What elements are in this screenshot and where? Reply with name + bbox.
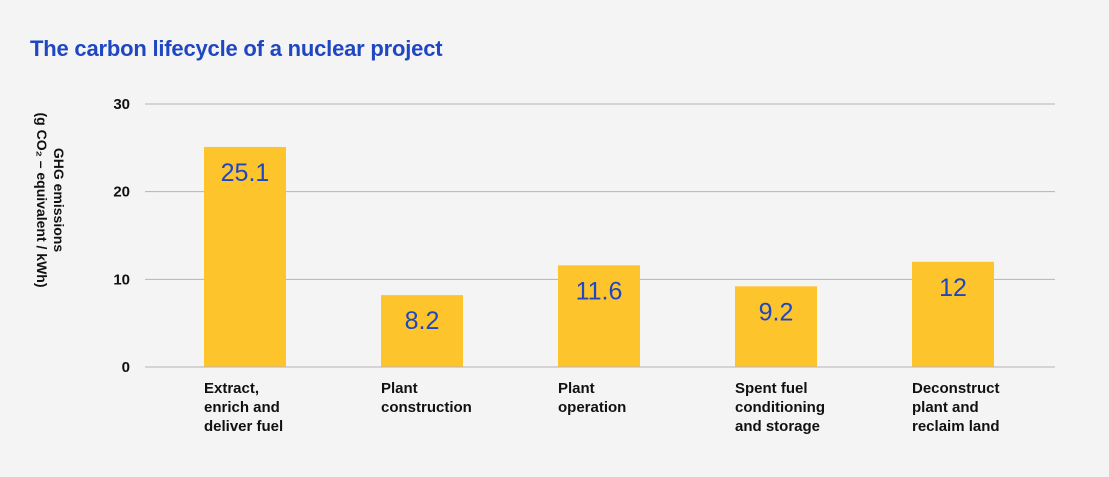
category-label-line: Plant — [381, 380, 418, 397]
bar-value-label: 8.2 — [405, 307, 440, 335]
category-label-line: Spent fuel — [735, 380, 808, 397]
y-tick-label: 20 — [113, 184, 130, 201]
category-label-line: Plant — [558, 380, 595, 397]
bar-3 — [558, 265, 640, 367]
category-label-line: operation — [558, 399, 627, 416]
bar-2 — [381, 295, 463, 367]
category-label-line: Deconstruct — [912, 380, 1000, 397]
bar-value-label: 25.1 — [221, 159, 270, 187]
category-label: Spent fuel conditioning and storage — [735, 379, 885, 436]
category-label-line: conditioning — [735, 399, 825, 416]
category-label: Deconstruct plant and reclaim land — [912, 379, 1062, 436]
bar-4 — [735, 286, 817, 367]
category-label-line: deliver fuel — [204, 418, 284, 435]
y-tick-label: 30 — [113, 96, 130, 113]
category-label: Plant operation — [558, 379, 708, 417]
category-label: Extract, enrich and deliver fuel — [204, 379, 354, 436]
bar-5 — [912, 261, 994, 367]
category-label-line: construction — [381, 399, 472, 416]
category-label: Plant construction — [381, 379, 531, 417]
category-label-line: reclaim land — [912, 418, 1000, 435]
category-label-line: and storage — [735, 418, 821, 435]
bar-1 — [204, 146, 286, 367]
category-label-line: Extract, — [204, 380, 260, 397]
category-label-line: plant and — [912, 399, 979, 416]
y-tick-label: 10 — [113, 271, 130, 288]
chart-title: The carbon lifecycle of a nuclear projec… — [30, 36, 443, 61]
category-label-line: enrich and — [204, 399, 280, 416]
bar-value-label: 11.6 — [576, 277, 623, 305]
bar-value-label: 9.2 — [759, 298, 794, 326]
bar-value-label: 12 — [939, 274, 967, 302]
y-tick-label: 0 — [122, 359, 130, 376]
